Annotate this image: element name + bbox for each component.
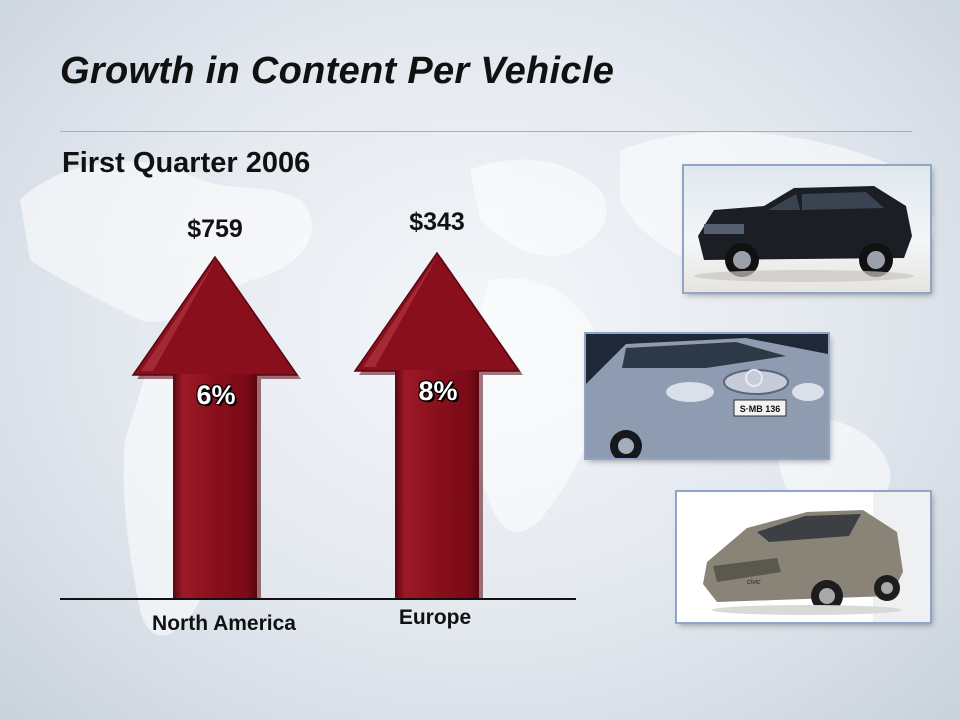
value-label-europe: $343: [409, 208, 465, 236]
compact-car-photo: S·MB 136: [586, 334, 828, 458]
growth-label-europe: 8%: [418, 376, 458, 406]
category-label-north-america: North America: [152, 612, 296, 635]
svg-text:S·MB 136: S·MB 136: [740, 404, 781, 414]
svg-text:civic: civic: [747, 579, 761, 586]
chart-baseline: [60, 598, 576, 600]
growth-label-north-america: 6%: [196, 380, 236, 410]
category-label-europe: Europe: [398, 606, 472, 629]
suv-photo: [684, 166, 930, 292]
value-label-north-america: $759: [187, 215, 243, 243]
title-divider: [60, 131, 912, 132]
slide-title: Growth in Content Per Vehicle: [60, 50, 615, 92]
hatchback-photo: civic: [677, 492, 930, 622]
slide-subtitle: First Quarter 2006: [62, 147, 311, 179]
